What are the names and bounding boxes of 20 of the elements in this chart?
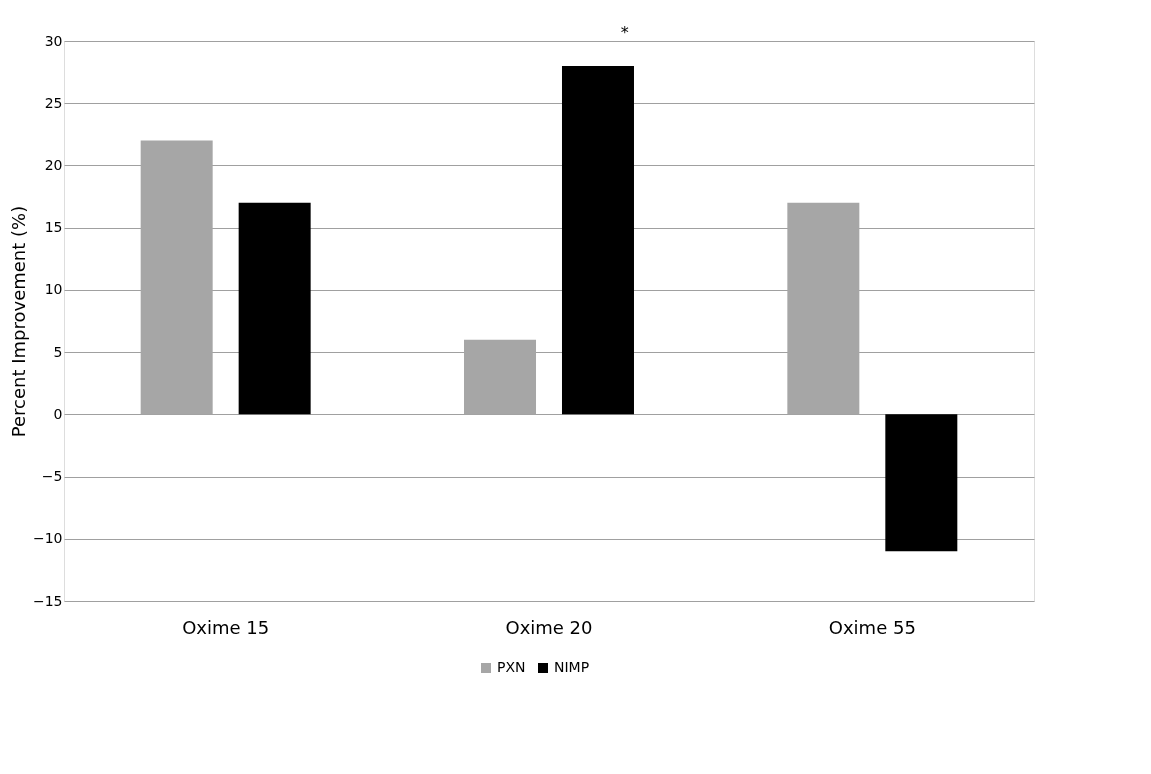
y-tick-label: −10 [32,530,63,547]
y-tick-label: 20 [44,156,63,173]
y-axis-title: Percent Improvement (%) [7,205,29,438]
y-tick-label: −15 [32,592,63,609]
legend-label: PXN [497,659,526,675]
x-tick-label: Oxime 15 [182,616,270,638]
x-tick-label: Oxime 55 [828,616,916,638]
y-tick-label: 15 [44,219,63,236]
annotation: * [620,23,629,42]
y-tick-label: 10 [44,281,63,298]
bar [238,202,311,415]
x-tick-label: Oxime 20 [505,616,593,638]
y-tick-label: 5 [53,343,63,360]
bar [561,65,634,415]
bar [885,414,958,552]
y-tick-label: 25 [44,94,63,111]
y-tick-label: 30 [44,32,63,49]
legend-label: NIMP [554,659,590,675]
y-tick-label: −5 [41,468,63,485]
y-tick-label: 0 [53,405,63,422]
